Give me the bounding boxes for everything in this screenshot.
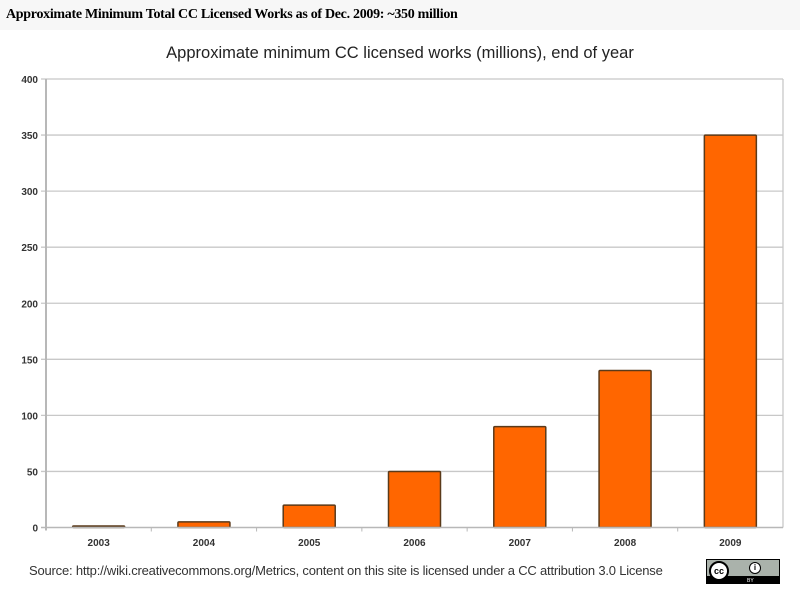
y-tick-label: 350 bbox=[21, 131, 38, 142]
y-tick-label: 400 bbox=[21, 75, 38, 86]
y-tick-label: 250 bbox=[21, 243, 38, 254]
source-footer: Source: http://wiki.creativecommons.org/… bbox=[29, 563, 663, 578]
cc-icon: cc bbox=[709, 561, 729, 581]
x-tick-label: 2003 bbox=[88, 538, 111, 549]
y-tick-label: 100 bbox=[21, 411, 38, 422]
x-tick-label: 2006 bbox=[403, 538, 426, 549]
header-band: Approximate Minimum Total CC Licensed Wo… bbox=[0, 0, 800, 30]
x-tick-label: 2009 bbox=[719, 538, 742, 549]
y-tick-label: 300 bbox=[21, 187, 38, 198]
bar-2004 bbox=[177, 521, 231, 529]
bars bbox=[71, 134, 758, 529]
bar-2007 bbox=[493, 425, 547, 529]
x-tick-label: 2008 bbox=[614, 538, 637, 549]
bar-2009 bbox=[703, 134, 758, 529]
cc-by-license-badge[interactable]: cc i BY bbox=[706, 559, 780, 584]
badge-black-strip bbox=[707, 576, 779, 583]
bar-2005 bbox=[282, 504, 336, 529]
page-title: Approximate Minimum Total CC Licensed Wo… bbox=[6, 7, 458, 22]
y-tick-label: 150 bbox=[21, 355, 38, 366]
axes bbox=[41, 79, 783, 532]
bar-2006 bbox=[387, 470, 442, 529]
chart-title: Approximate minimum CC licensed works (m… bbox=[166, 44, 634, 62]
y-tick-label: 0 bbox=[32, 524, 38, 535]
bar-chart: 0 50 100 150 200 250 300 350 400 2003 2004 2005 2006… bbox=[21, 75, 784, 549]
y-tick-label: 50 bbox=[27, 467, 39, 478]
attribution-icon: i bbox=[749, 562, 761, 574]
x-tick-label: 2005 bbox=[298, 538, 321, 549]
bar-2008 bbox=[598, 369, 652, 529]
badge-by-label: BY bbox=[747, 578, 754, 584]
y-tick-label: 200 bbox=[21, 299, 38, 310]
x-tick-label: 2007 bbox=[509, 538, 532, 549]
gridlines bbox=[41, 78, 784, 528]
tick-labels: 0 50 100 150 200 250 300 350 400 2003 2004 2005 2006… bbox=[21, 75, 742, 549]
x-tick-label: 2004 bbox=[193, 538, 216, 549]
